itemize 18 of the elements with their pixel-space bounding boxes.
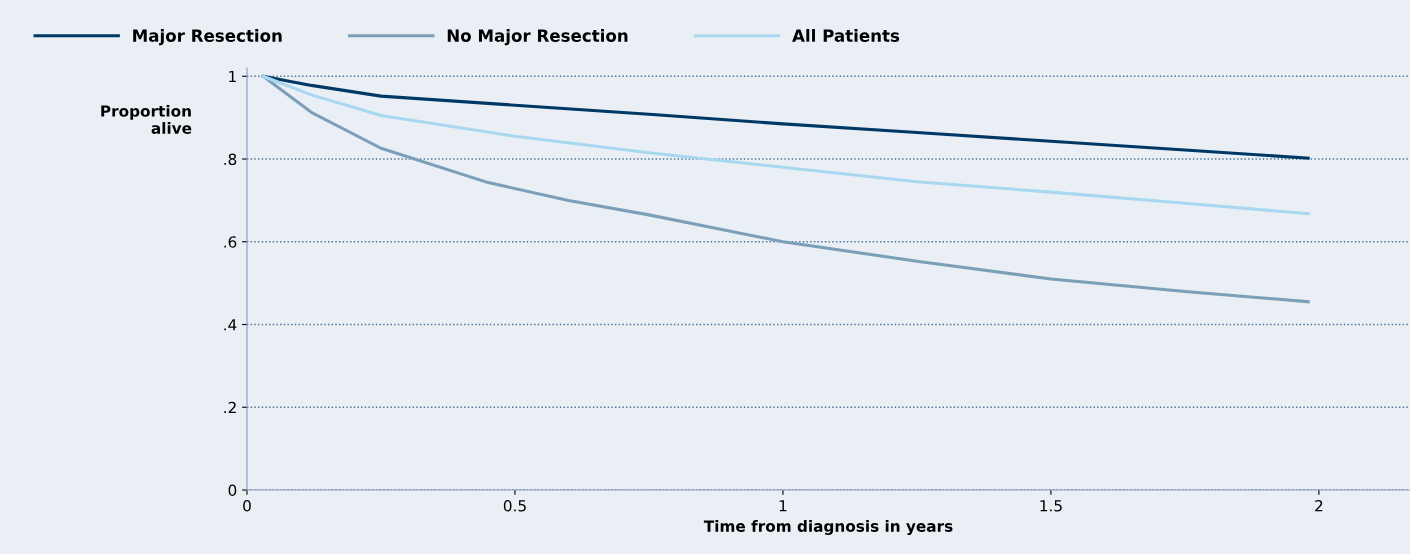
x-tick-label: 0.5 [503, 499, 526, 512]
x-tick-label: 1 [779, 500, 787, 512]
legend-label: Major Resection [133, 29, 282, 46]
x-tick-label: 1.5 [1040, 500, 1062, 512]
y-tick-label: .4 [224, 319, 237, 331]
legend-label: All Patients [792, 29, 900, 42]
x-axis-title: Time from diagnosis in years [703, 520, 953, 535]
y-tick-label: .2 [224, 401, 236, 414]
line-series [261, 74, 1310, 216]
y-tick-label: .6 [224, 236, 237, 248]
x-tick-label: 2 [1315, 499, 1323, 512]
legend-label: No Major Resection [447, 29, 628, 46]
line-series [261, 74, 1310, 160]
y-tick-label: 1 [229, 70, 236, 83]
y-axis-title: Proportion alive [101, 105, 192, 134]
y-tick-label: .8 [224, 153, 237, 166]
y-tick-label: 0 [228, 484, 237, 497]
x-tick-label: 0 [243, 499, 251, 512]
